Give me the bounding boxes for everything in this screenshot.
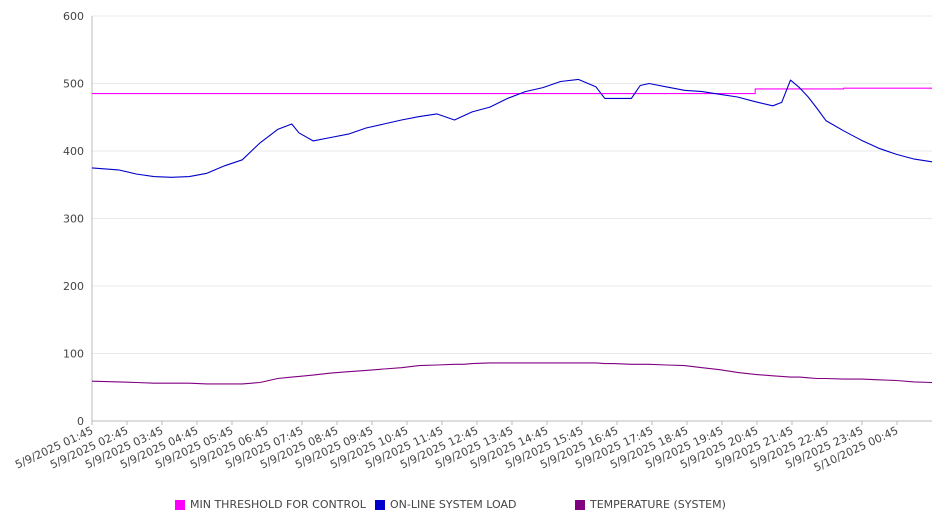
y-tick-label: 0: [77, 415, 84, 428]
threshold-line: [92, 87, 932, 95]
legend-item-threshold: MIN THRESHOLD FOR CONTROL: [175, 498, 366, 511]
y-tick-label: 100: [63, 348, 84, 361]
legend-label-load: ON-LINE SYSTEM LOAD: [390, 498, 517, 511]
y-tick-label: 300: [63, 213, 84, 226]
y-tick-label: 200: [63, 280, 84, 293]
legend-label-temperature: TEMPERATURE (SYSTEM): [590, 498, 726, 511]
legend-label-threshold: MIN THRESHOLD FOR CONTROL: [190, 498, 366, 511]
y-tick-label: 500: [63, 78, 84, 91]
series-lines: [91, 78, 933, 385]
axes: [91, 16, 932, 425]
temperature-line: [91, 362, 933, 385]
y-tick-label: 600: [63, 10, 84, 23]
system-load-line: [91, 78, 933, 178]
x-tick-labels: 5/9/2025 01:455/9/2025 02:455/9/2025 03:…: [13, 424, 900, 474]
legend-swatch-load: [375, 499, 385, 510]
y-tick-labels: 0 100 200 300 400 500 600: [63, 10, 84, 428]
legend-item-temperature: TEMPERATURE (SYSTEM): [575, 498, 726, 511]
legend: MIN THRESHOLD FOR CONTROL ON-LINE SYSTEM…: [0, 498, 946, 514]
legend-swatch-temperature: [575, 499, 585, 510]
grid-lines: [92, 15, 932, 354]
legend-item-load: ON-LINE SYSTEM LOAD: [375, 498, 516, 511]
y-tick-label: 400: [63, 145, 84, 158]
legend-swatch-threshold: [175, 499, 185, 510]
